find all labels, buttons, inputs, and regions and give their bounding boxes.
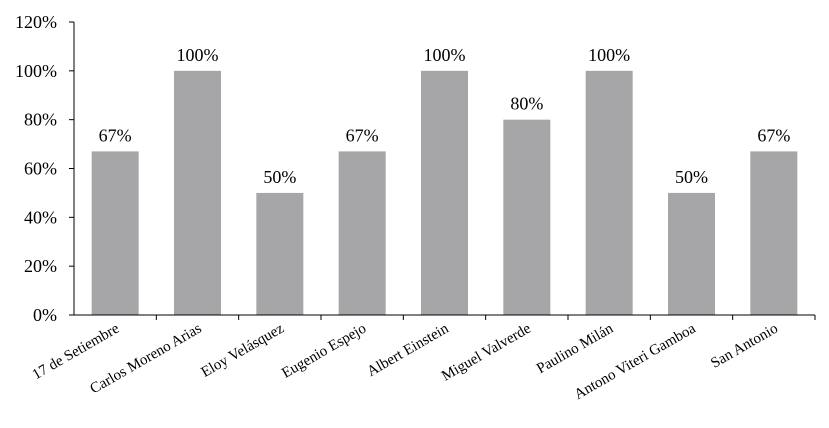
bar (421, 70, 468, 315)
category-label: Miguel Valverde (439, 320, 534, 384)
bar (585, 70, 633, 315)
data-label: 50% (675, 167, 708, 187)
data-labels: 67% 100% 50% 67% 100% 80% 100% 50% 67% (99, 45, 791, 187)
y-tick-label: 20% (24, 256, 57, 276)
data-label: 67% (346, 125, 379, 145)
y-axis-ticks: 0% 20% 40% 60% 80% 100% 120% (15, 12, 74, 325)
bar (338, 151, 386, 315)
bar (668, 192, 715, 315)
category-label: Eugenio Espejo (279, 321, 369, 382)
data-label: 67% (99, 125, 132, 145)
data-label: 100% (424, 45, 466, 65)
data-label: 80% (510, 94, 543, 114)
y-tick-label: 40% (24, 207, 57, 227)
category-label: Eloy Velásquez (199, 320, 288, 380)
data-label: 67% (757, 125, 790, 145)
y-tick-label: 120% (15, 12, 57, 32)
bar (91, 151, 139, 315)
y-tick-label: 0% (33, 305, 57, 325)
bar (256, 192, 304, 315)
y-tick-label: 80% (24, 110, 57, 130)
bars (91, 70, 798, 316)
y-tick-label: 100% (15, 61, 57, 81)
y-tick-label: 60% (24, 159, 57, 179)
bar (503, 119, 551, 316)
data-label: 50% (263, 167, 296, 187)
bar (174, 70, 221, 315)
category-label: San Antonio (708, 321, 781, 372)
data-label: 100% (177, 45, 219, 65)
bar (750, 151, 798, 315)
category-label: Paulino Milán (534, 320, 616, 377)
data-label: 100% (588, 45, 630, 65)
